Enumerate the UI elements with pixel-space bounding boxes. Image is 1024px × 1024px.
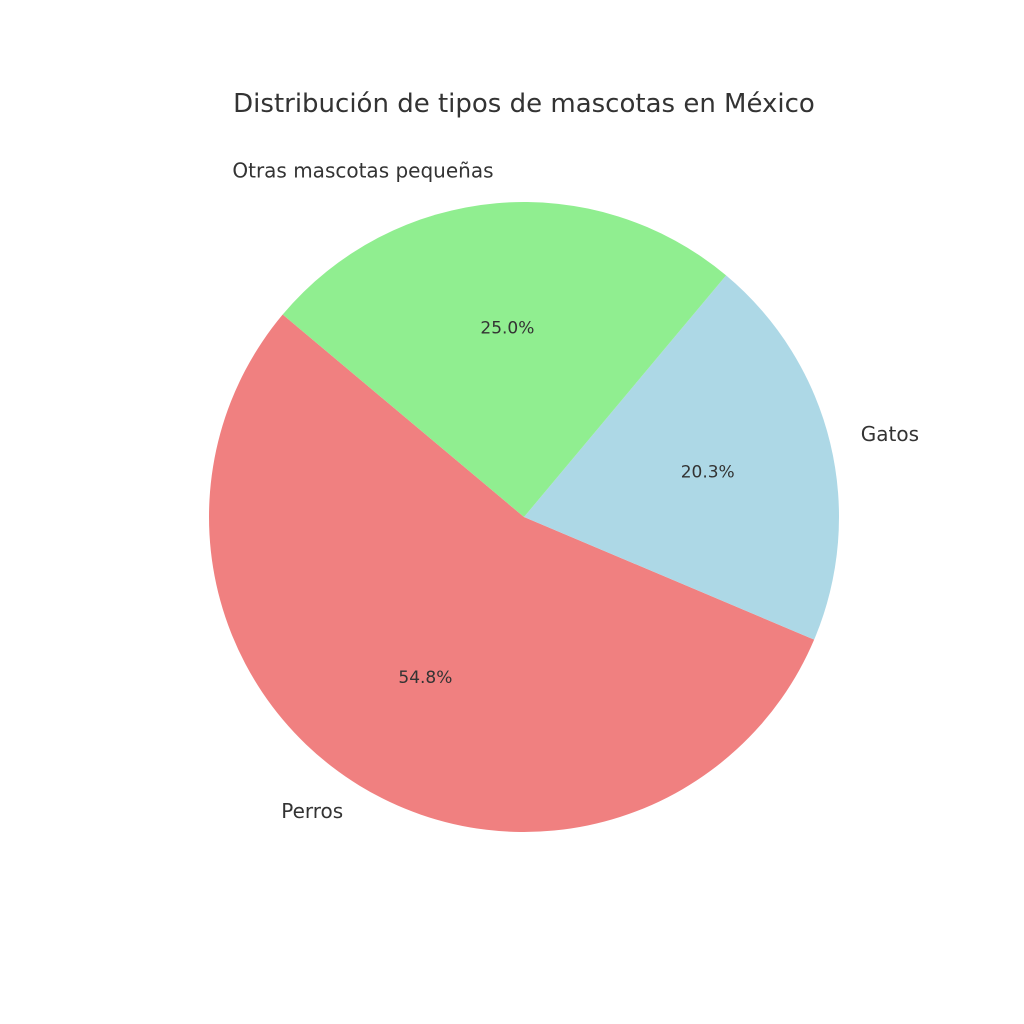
slice-label: Perros	[281, 799, 343, 823]
pie-labels: Perros 54.8% Gatos 20.3% Otras mascotas pequ…	[232, 158, 919, 823]
pie-slice-gatos	[524, 275, 840, 640]
slice-percent-label: 54.8%	[398, 668, 452, 688]
slice-label: Otras mascotas pequeñas	[232, 158, 493, 182]
pie-slice-otras-mascotas-pequeñas	[282, 202, 727, 517]
slice-percent-label: 20.3%	[681, 463, 735, 483]
slice-percent-label: 25.0%	[480, 319, 534, 339]
chart-title: Distribución de tipos de mascotas en Méx…	[233, 89, 815, 119]
slice-label: Gatos	[861, 422, 919, 446]
pie-slice-perros	[209, 314, 815, 832]
pie-slices	[209, 202, 840, 832]
